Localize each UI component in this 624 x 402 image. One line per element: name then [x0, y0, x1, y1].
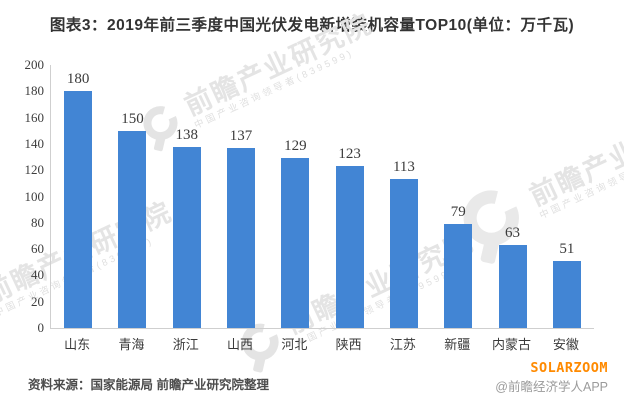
bar-value-label: 79 [450, 204, 466, 221]
y-tick-label: 200 [24, 57, 45, 72]
bar-slot: 129 [268, 65, 322, 328]
y-tick-label: 20 [31, 293, 44, 309]
bar-slot: 51 [540, 65, 594, 328]
bar-value-label: 123 [338, 146, 361, 163]
x-axis-label: 山东 [64, 337, 91, 352]
bar-value-label: 63 [505, 225, 521, 242]
x-axis-label: 新疆 [444, 337, 471, 352]
bar-slot: 79 [431, 65, 485, 328]
bar-value-label: 137 [229, 127, 253, 144]
bar-value-label: 129 [284, 138, 307, 155]
x-axis-label: 浙江 [172, 337, 199, 352]
x-axis-label: 青海 [118, 337, 145, 352]
plot-area: 180 150 138 137 129 123 113 79 63 51 [50, 65, 594, 329]
x-axis: 山东 青海 浙江 山西 河北 陕西 江苏 新疆 内蒙古 安徽 [50, 334, 593, 353]
bar-slot: 137 [214, 65, 268, 328]
bar [227, 147, 256, 328]
chart-title: 图表3：2019年前三季度中国光伏发电新增装机容量TOP10(单位：万千瓦) [49, 17, 575, 34]
y-tick-label: 80 [31, 214, 44, 230]
bar [552, 260, 581, 328]
x-axis-label: 陕西 [335, 337, 362, 352]
solarzoom-logo: SOLARZOOM [530, 360, 608, 376]
bar [498, 245, 527, 328]
bar-value-label: 113 [392, 159, 415, 176]
bar-value-label: 150 [121, 110, 144, 127]
y-tick-label: 0 [37, 320, 45, 335]
x-axis-label: 安徽 [552, 337, 579, 352]
y-tick-label: 40 [31, 267, 44, 283]
bar [444, 224, 473, 328]
y-tick-label: 140 [24, 135, 45, 151]
bar-value-label: 180 [66, 71, 90, 88]
bar [172, 146, 201, 328]
bar-slot: 63 [485, 65, 539, 328]
bar [64, 91, 93, 328]
bar-slot: 113 [377, 65, 431, 328]
y-tick-label: 120 [24, 162, 45, 178]
bar-value-label: 138 [175, 126, 198, 143]
x-axis-label: 河北 [281, 337, 308, 352]
source-note: 资料来源：国家能源局 前瞻产业研究院整理 [28, 378, 269, 392]
bar [281, 158, 310, 328]
bar-slot: 123 [322, 65, 376, 328]
app-handle: @前瞻经济学人APP [495, 380, 608, 394]
y-tick-label: 160 [24, 109, 45, 125]
bar [389, 179, 418, 328]
y-tick-label: 100 [24, 188, 45, 204]
bar-slot: 180 [51, 65, 105, 328]
bar [118, 130, 147, 328]
y-tick-label: 60 [31, 241, 44, 257]
bar-slot: 138 [160, 65, 214, 328]
bar [335, 166, 364, 328]
bar-value-label: 51 [559, 240, 575, 257]
y-tick-label: 180 [24, 83, 45, 99]
x-axis-label: 江苏 [389, 337, 416, 352]
x-axis-label: 山西 [227, 337, 254, 352]
bar-slot: 150 [105, 65, 159, 328]
x-axis-label: 内蒙古 [492, 337, 532, 352]
